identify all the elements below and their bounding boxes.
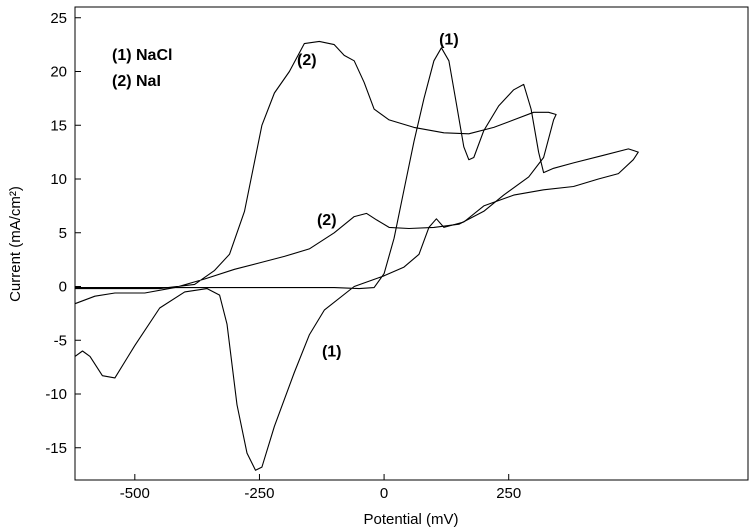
curve-label-0: (1) — [439, 32, 459, 49]
y-tick-label-0: -15 — [45, 440, 67, 457]
x-tick-label-3: 250 — [496, 485, 521, 502]
curves — [74, 40, 639, 471]
y-axis-title: Current (mA/cm²) — [7, 186, 24, 302]
series-line-2 — [74, 40, 557, 305]
plot-frame — [74, 6, 749, 481]
series-line-1 — [74, 47, 639, 471]
y-tick-label-2: -5 — [54, 332, 67, 349]
y-tick-label-1: -10 — [45, 386, 67, 403]
curve-label-2: (2) — [317, 212, 337, 229]
y-tick-label-8: 25 — [50, 10, 67, 27]
x-tick-label-1: -250 — [244, 485, 274, 502]
y-tick-label-5: 10 — [50, 171, 67, 188]
legend-entry-1: (1) NaCl — [112, 47, 172, 64]
y-tick-label-6: 15 — [50, 117, 67, 134]
y-tick-label-3: 0 — [59, 279, 67, 296]
legend-entry-2: (2) NaI — [112, 73, 161, 90]
curve-label-1: (2) — [297, 52, 317, 69]
ticks: -500 -250 0 250 -15 -10 -5 0 5 10 15 20 25 — [45, 10, 521, 502]
annotations: (1) (2) (2) (1) — [297, 32, 459, 361]
x-tick-label-2: 0 — [380, 485, 388, 502]
x-tick-label-0: -500 — [120, 485, 150, 502]
y-tick-label-7: 20 — [50, 64, 67, 81]
y-tick-label-4: 5 — [59, 225, 67, 242]
curve-label-3: (1) — [322, 343, 342, 360]
x-axis-title: Potential (mV) — [363, 511, 458, 528]
